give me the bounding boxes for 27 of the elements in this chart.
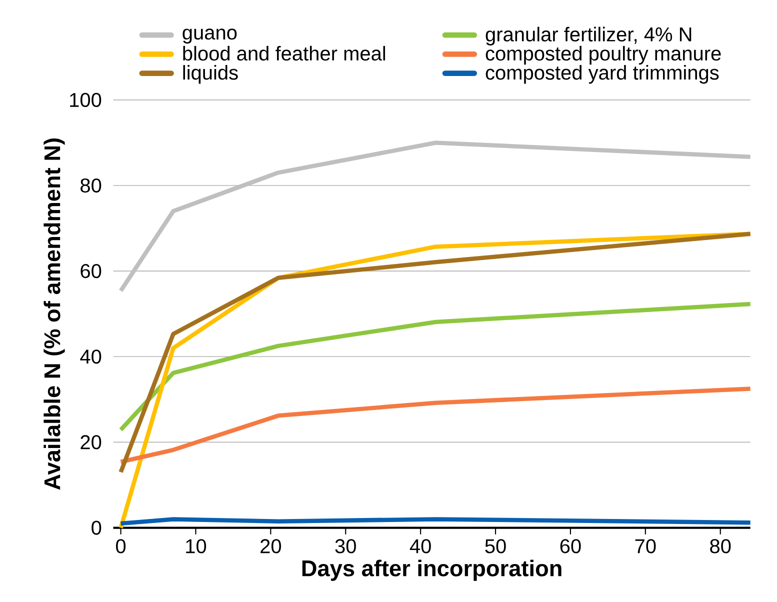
x-tick-label: 80 <box>710 538 731 554</box>
y-tick-label: 100 <box>70 92 102 107</box>
x-tick-label: 20 <box>260 538 281 554</box>
x-tick-label: 50 <box>485 538 506 554</box>
legend-label: guano <box>182 28 237 44</box>
legend-label: composted yard trimmings <box>486 64 719 84</box>
y-tick-label: 40 <box>80 349 102 364</box>
y-tick-label: 60 <box>80 264 102 278</box>
y-tick-label: 0 <box>92 520 102 535</box>
legend-label: composted poultry manure <box>486 46 721 64</box>
x-tick-label: 40 <box>410 538 431 554</box>
legend-label: granular fertilizer, 4% N <box>486 26 692 46</box>
y-tick-label: 20 <box>80 434 102 450</box>
x-tick-label: 70 <box>635 538 656 554</box>
line-series <box>118 140 752 293</box>
y-axis-title: Availalble N (% of amendment N) <box>44 138 65 490</box>
x-tick-label: 60 <box>560 538 581 554</box>
x-tick-label: 0 <box>116 538 126 554</box>
y-tick-label: 80 <box>80 178 102 192</box>
line-series <box>118 386 752 464</box>
x-tick-label: 30 <box>335 538 356 554</box>
x-axis-title: Days after incorporation <box>302 560 562 581</box>
x-tick-label: 10 <box>186 538 206 554</box>
line-series <box>118 302 752 432</box>
legend-label: liquids <box>183 64 238 84</box>
legend-label: blood and feather meal <box>183 46 386 60</box>
line-series <box>118 232 752 474</box>
